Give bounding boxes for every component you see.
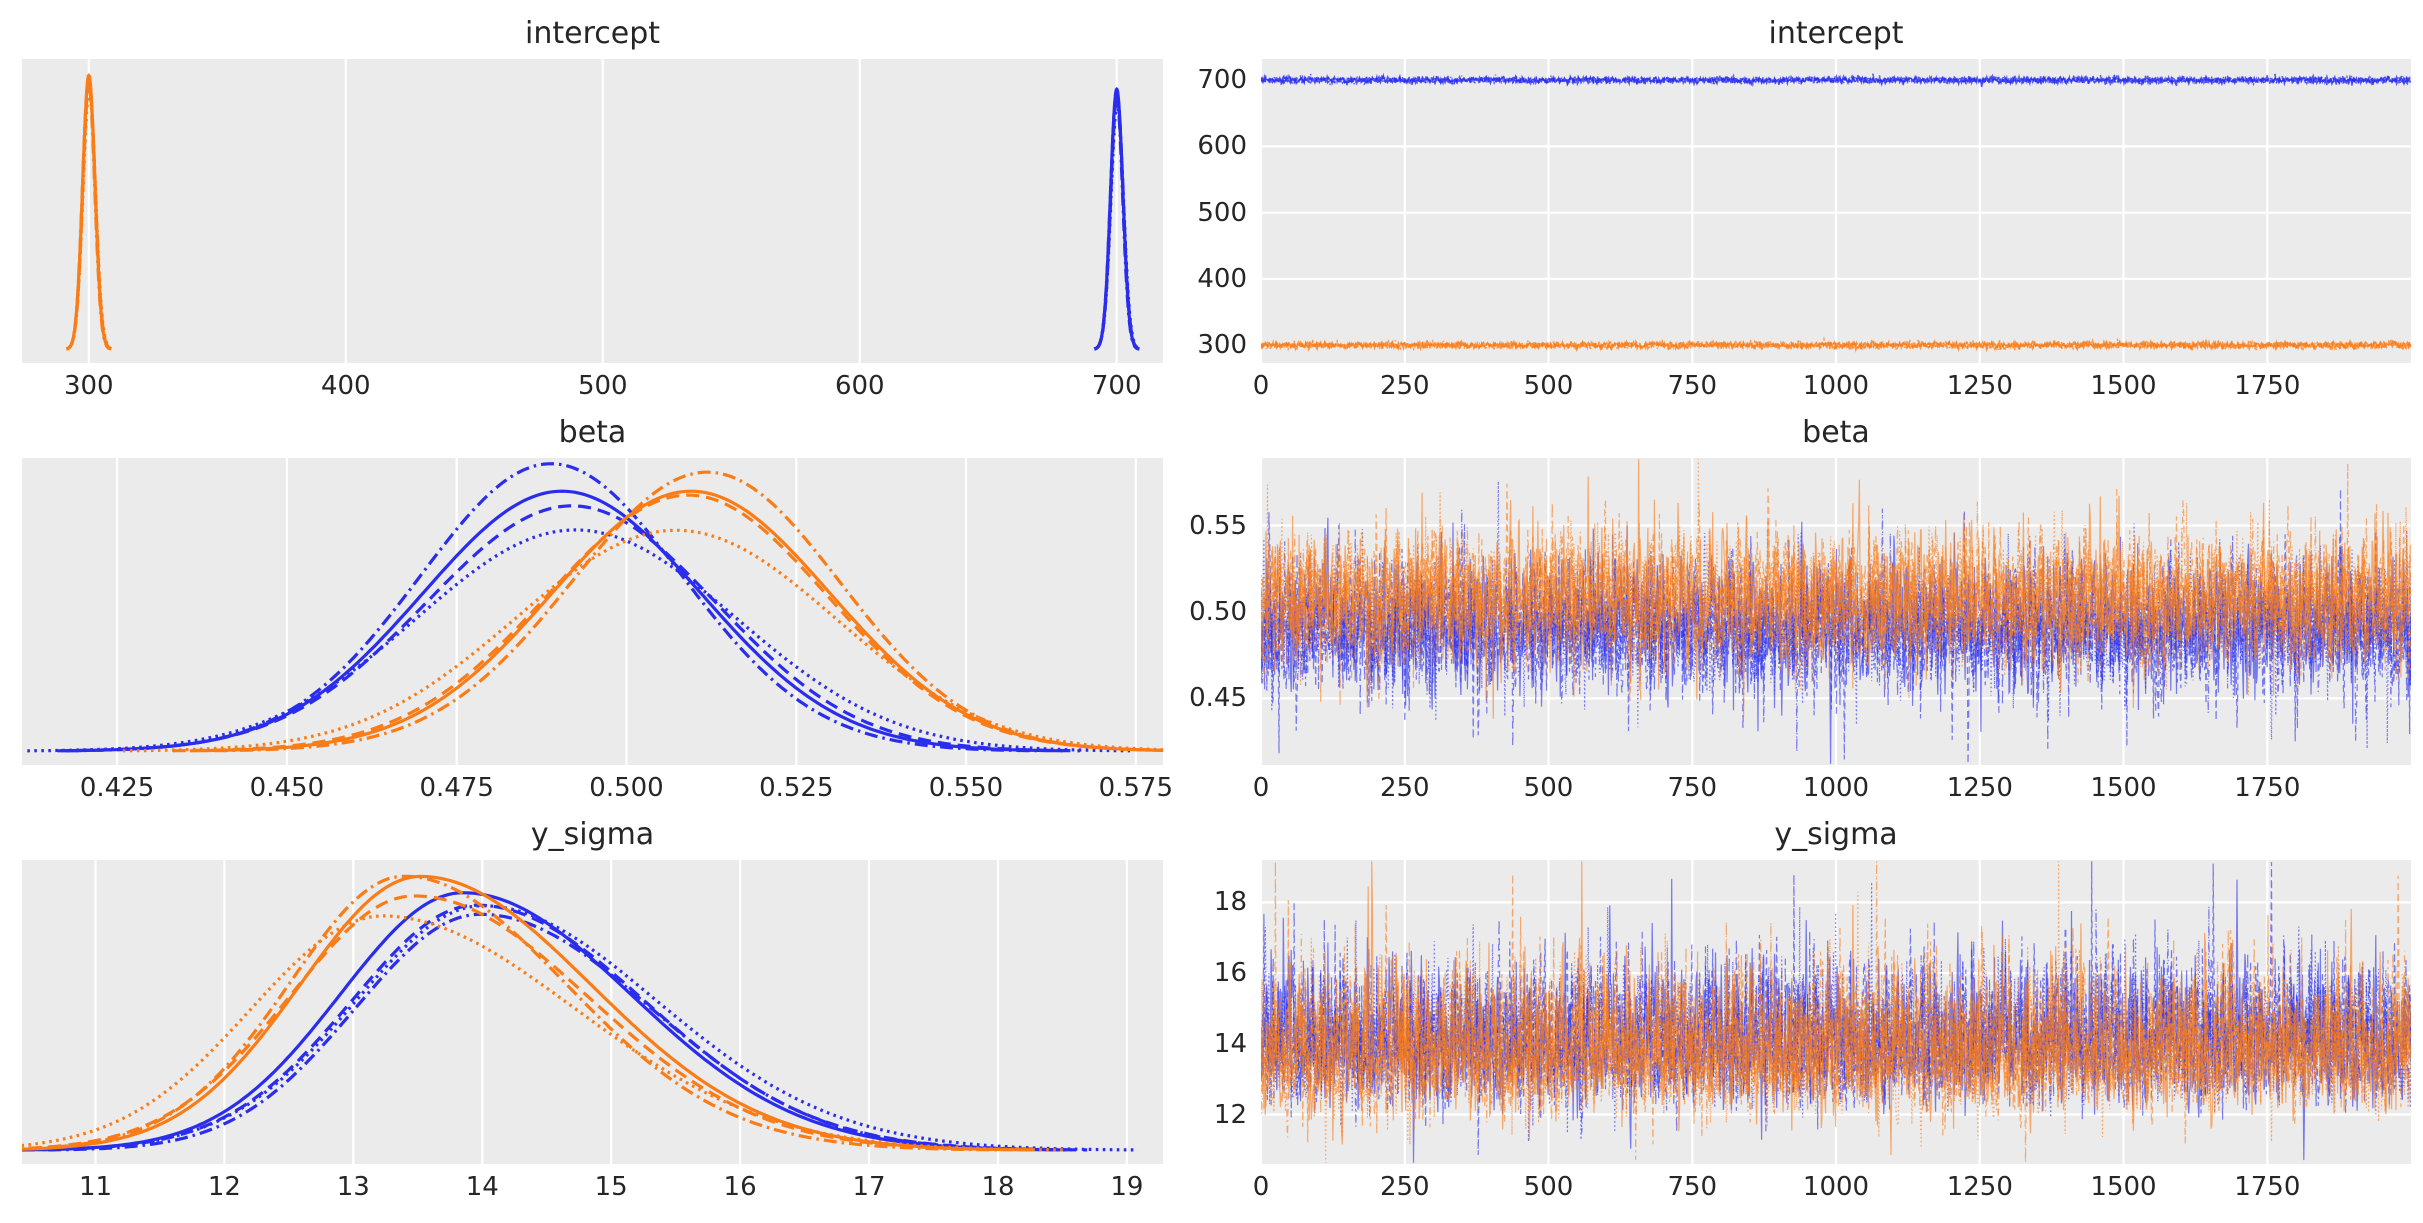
- x-tick-label: 250: [1379, 773, 1430, 803]
- x-tick-label: 500: [577, 371, 628, 401]
- x-tick-label: 750: [1667, 371, 1718, 401]
- y-tick-label: 18: [1213, 887, 1247, 918]
- panel-beta-trace: beta 0 250 500 750 1000 1250 1500 1750 0.55 0.50 0…: [1189, 418, 2411, 801]
- x-tick-label: 1000: [1802, 371, 1870, 401]
- x-tick-label: 400: [320, 371, 371, 401]
- x-tick-label: 15: [594, 1172, 628, 1202]
- x-tick-label: 1000: [1802, 1172, 1870, 1202]
- y-tick-label: 500: [1197, 197, 1247, 228]
- x-tick-label: 1500: [2090, 1172, 2157, 1202]
- y-tick-label: 0.55: [1189, 510, 1247, 541]
- x-tick-label: 1250: [1946, 1172, 2013, 1202]
- x-tick-label: 500: [1523, 773, 1574, 803]
- x-tick-label: 14: [465, 1172, 499, 1202]
- y-tick-label: 700: [1197, 65, 1247, 96]
- y-tick-label: 12: [1213, 1099, 1247, 1130]
- x-tick-label: 1500: [2090, 773, 2157, 803]
- panel-y-sigma-posterior: y_sigma 11 12 13 14 15 16 17 18 19: [22, 820, 1163, 1200]
- panel-title-beta-trace: beta: [1802, 415, 1870, 450]
- panel-beta-posterior: beta 0.425 0.450 0.475 0.500 0.525 0.550 0.575: [22, 418, 1173, 801]
- beta-trace-plot: [1261, 458, 2411, 765]
- y-sigma-posterior-plot: [22, 860, 1163, 1164]
- x-tick-label: 0.475: [419, 773, 494, 803]
- x-tick-label: 19: [1110, 1172, 1144, 1202]
- x-tick-label: 1750: [2234, 1172, 2301, 1202]
- intercept-posterior-plot: [22, 59, 1163, 363]
- x-tick-label: 1750: [2234, 773, 2301, 803]
- panel-title-y-sigma-trace: y_sigma: [1774, 817, 1898, 852]
- x-tick-label: 1250: [1946, 773, 2013, 803]
- x-tick-label: 250: [1379, 371, 1430, 401]
- x-tick-label: 0: [1252, 773, 1270, 803]
- y-tick-label: 400: [1197, 263, 1247, 294]
- x-tick-label: 0.575: [1098, 773, 1174, 803]
- x-tick-label: 17: [852, 1172, 886, 1202]
- x-tick-label: 0.525: [759, 773, 834, 803]
- x-tick-label: 250: [1379, 1172, 1430, 1202]
- x-tick-label: 12: [207, 1172, 241, 1202]
- panel-title-intercept-trace: intercept: [1768, 16, 1904, 51]
- y-tick-label: 0.50: [1189, 596, 1247, 627]
- x-tick-label: 500: [1523, 371, 1574, 401]
- x-tick-label: 750: [1667, 1172, 1718, 1202]
- x-tick-label: 0.550: [928, 773, 1004, 803]
- x-tick-label: 16: [723, 1172, 757, 1202]
- x-tick-label: 500: [1523, 1172, 1574, 1202]
- panel-title-beta-posterior: beta: [558, 415, 627, 450]
- x-tick-label: 1250: [1946, 371, 2013, 401]
- x-tick-label: 600: [834, 371, 885, 401]
- y-sigma-trace-plot: [1261, 860, 2411, 1164]
- x-tick-label: 1750: [2234, 371, 2301, 401]
- y-tick-label: 300: [1197, 330, 1247, 361]
- y-tick-label: 14: [1213, 1028, 1247, 1059]
- x-tick-label: 0.425: [79, 773, 155, 803]
- panel-intercept-posterior: intercept 300 400 500 600 700: [22, 19, 1163, 399]
- panel-title-y-sigma-posterior: y_sigma: [530, 817, 655, 852]
- beta-posterior-plot: [22, 458, 1163, 765]
- x-tick-label: 0: [1252, 371, 1270, 401]
- panel-intercept-trace: intercept 0 250 500 750 1000 1250 1500 1750 700 6…: [1197, 19, 2411, 399]
- x-tick-label: 1000: [1802, 773, 1870, 803]
- y-tick-label: 0.45: [1189, 683, 1247, 714]
- x-tick-label: 750: [1667, 773, 1718, 803]
- x-tick-label: 0: [1252, 1172, 1270, 1202]
- intercept-trace-plot: [1261, 59, 2411, 363]
- x-tick-label: 11: [78, 1172, 113, 1202]
- panel-y-sigma-trace: y_sigma 0 250 500 750 1000 1250 1500 1750 18 16 14…: [1214, 820, 2411, 1200]
- y-tick-label: 16: [1213, 958, 1247, 989]
- panel-title-intercept-posterior: intercept: [525, 16, 660, 51]
- x-tick-label: 0.500: [589, 773, 664, 803]
- x-tick-label: 13: [336, 1172, 370, 1202]
- x-tick-label: 700: [1091, 371, 1142, 401]
- x-tick-label: 300: [63, 371, 114, 401]
- x-tick-label: 18: [981, 1172, 1015, 1202]
- x-tick-label: 1500: [2090, 371, 2157, 401]
- x-tick-label: 0.450: [249, 773, 325, 803]
- y-tick-label: 600: [1197, 131, 1247, 162]
